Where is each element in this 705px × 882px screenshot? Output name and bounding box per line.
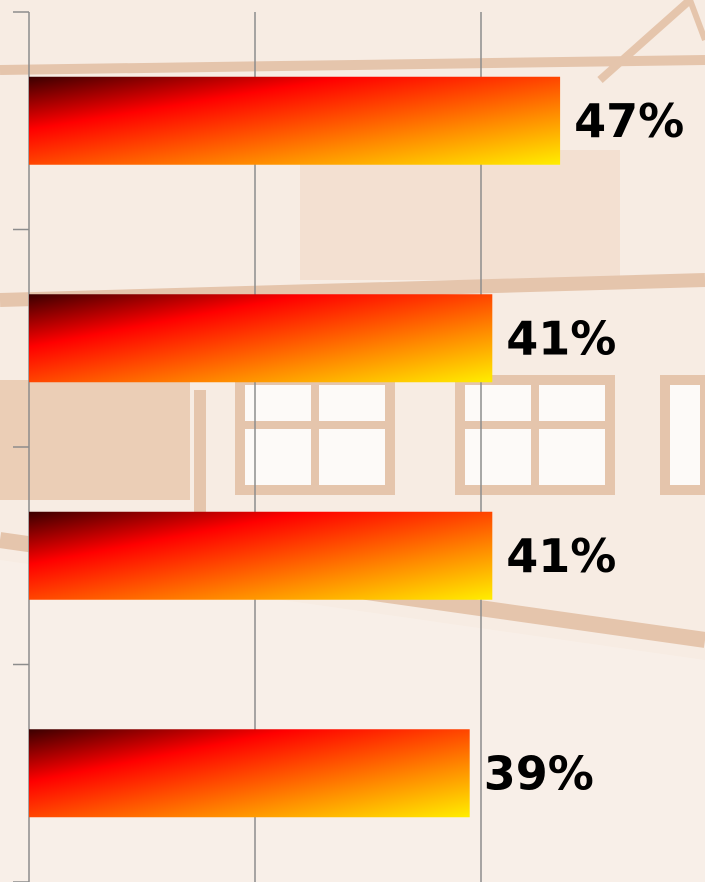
bar-4 — [29, 729, 470, 818]
value-label-1: 47% — [574, 94, 684, 148]
bar-2 — [29, 294, 493, 383]
value-label-2: 41% — [506, 311, 616, 365]
bar-3 — [29, 511, 493, 600]
category-axis — [13, 11, 29, 882]
value-label-4: 39% — [484, 746, 594, 800]
bar-1 — [29, 76, 561, 165]
bars — [29, 76, 561, 818]
value-labels: 47% 41% 41% 39% — [484, 94, 685, 801]
value-label-3: 41% — [506, 529, 616, 583]
